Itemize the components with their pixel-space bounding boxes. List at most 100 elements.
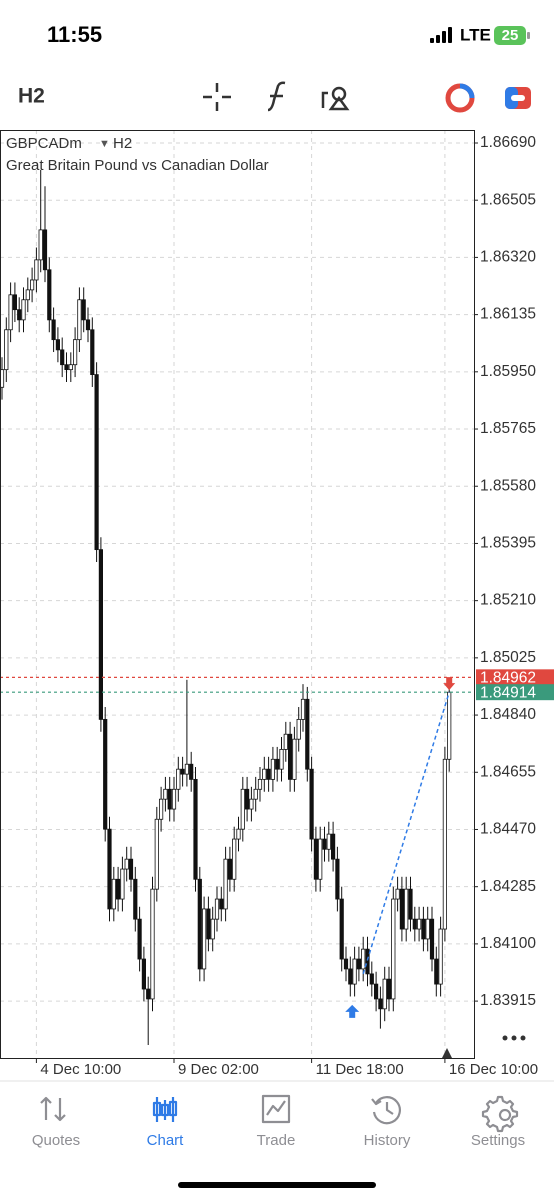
candle-body (34, 259, 39, 281)
sell-arrow (443, 677, 456, 691)
indicators-button[interactable] (267, 81, 286, 112)
battery-tip (527, 32, 530, 39)
battery-level: 25 (502, 27, 519, 44)
tab-label[interactable]: Quotes (32, 1132, 80, 1149)
candle-body (232, 838, 237, 880)
tab-icon[interactable] (261, 1094, 291, 1124)
tab-icon[interactable] (481, 1095, 519, 1133)
candle-body (429, 918, 435, 960)
candle-body (391, 898, 396, 1000)
candle-body (184, 763, 189, 775)
candle-body (292, 738, 297, 780)
candle-body (373, 983, 379, 1000)
trade-button[interactable] (505, 87, 531, 109)
candle-body (25, 289, 30, 301)
candle-body (150, 888, 155, 1000)
home-indicator (178, 1182, 376, 1188)
candle-body (137, 918, 142, 960)
candle-body (369, 973, 374, 985)
candle-body (214, 898, 220, 920)
chart (0, 130, 478, 1063)
candle-body (313, 838, 319, 880)
x-tick-label: 16 Dec 10:00 (449, 1061, 538, 1078)
candle-body (124, 858, 129, 870)
candle-body (322, 838, 327, 850)
candle-body (365, 948, 370, 975)
objects-button[interactable] (321, 86, 350, 111)
candle-body (262, 768, 267, 780)
candle-body (343, 958, 349, 970)
candle-body (68, 364, 73, 371)
candle-body (219, 898, 224, 910)
signal-icon (430, 27, 452, 43)
crosshair-button[interactable] (203, 83, 231, 111)
candle-body (335, 858, 340, 900)
candle-body (339, 898, 344, 960)
candle-body (73, 339, 78, 366)
candle-body (425, 918, 430, 940)
y-tick-label: 1.84470 (480, 821, 536, 838)
candle-body (330, 833, 336, 860)
candle-body (300, 698, 306, 720)
candle-body (438, 928, 443, 985)
candle-body (210, 918, 215, 940)
chart-timeframe: H2 (113, 135, 132, 152)
tab-label[interactable]: Settings (471, 1132, 525, 1149)
candle-body (193, 778, 198, 880)
y-tick-label: 1.84655 (480, 763, 536, 780)
candle-body (434, 958, 439, 985)
candle-body (412, 918, 417, 930)
candle-body (81, 299, 86, 321)
candle-body (55, 339, 61, 351)
candle-body (17, 309, 22, 321)
tab-label[interactable]: Chart (147, 1132, 185, 1149)
y-tick-label: 1.84285 (480, 878, 536, 895)
candle-body (352, 958, 357, 985)
tab-label[interactable]: Trade (257, 1132, 296, 1149)
candle-body (361, 948, 366, 970)
y-tick-label: 1.86690 (480, 134, 536, 151)
battery-icon (494, 26, 526, 45)
candle-body (240, 788, 245, 830)
candle-body (223, 858, 228, 910)
symbol: GBPCADm (6, 135, 82, 152)
symbol-dropdown[interactable]: ▼ (99, 138, 110, 150)
candle-body (296, 718, 301, 740)
candle-body (189, 763, 194, 780)
candle-body (275, 758, 280, 770)
current-time-marker (442, 1048, 452, 1058)
price-label-box (476, 669, 554, 686)
candle-body (257, 778, 263, 790)
trade-line (362, 691, 450, 975)
candle-body (305, 698, 310, 770)
more-button[interactable] (502, 1035, 526, 1041)
candle-body (348, 968, 353, 985)
timeframe-button[interactable]: H2 (18, 85, 45, 108)
candle-body (120, 868, 125, 900)
candle-body (395, 888, 400, 900)
tab-icon[interactable] (40, 1096, 66, 1122)
candle-body (382, 978, 387, 1010)
network: LTE (460, 25, 491, 44)
candle-body (141, 958, 146, 990)
y-tick-label: 1.85765 (480, 420, 536, 437)
tab-icon[interactable] (371, 1096, 401, 1125)
candle-body (167, 788, 172, 810)
candle-body (90, 329, 95, 376)
candle-body (77, 299, 82, 341)
tab-label[interactable]: History (364, 1132, 411, 1149)
candle-body (270, 758, 276, 780)
candle-body (116, 878, 121, 900)
candle-body (176, 768, 181, 790)
candle-body (94, 374, 99, 551)
one-click-trading-button[interactable] (445, 83, 475, 113)
x-tick-label: 4 Dec 10:00 (40, 1061, 121, 1078)
candle-body (60, 349, 65, 366)
y-tick-label: 1.85025 (480, 649, 536, 666)
tab-icon[interactable] (152, 1097, 178, 1122)
x-tick-label: 11 Dec 18:00 (316, 1061, 404, 1078)
candle-body (103, 718, 108, 830)
y-tick-label: 1.86135 (480, 306, 536, 323)
